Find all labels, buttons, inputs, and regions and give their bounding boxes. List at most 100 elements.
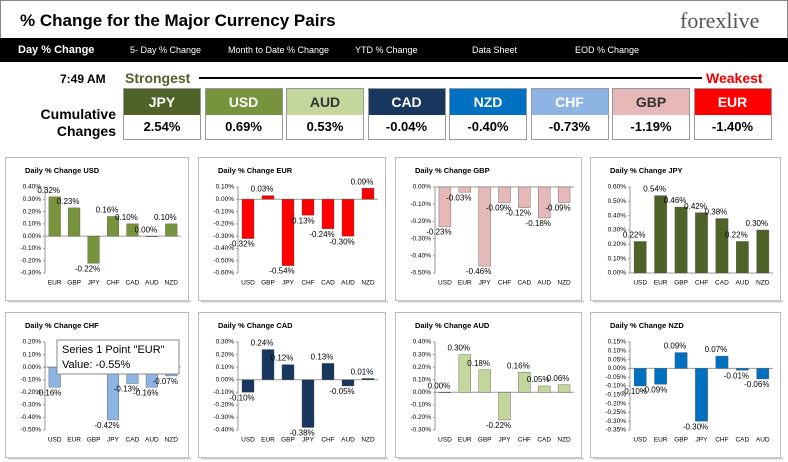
x-tick-label: NZD: [361, 437, 375, 444]
y-tick-label: -0.35%: [605, 427, 626, 434]
x-tick-label: EUR: [654, 437, 668, 444]
y-tick-label: 0.00%: [413, 389, 432, 396]
bar: [145, 235, 158, 237]
nav-tab[interactable]: 5- Day % Change: [130, 45, 202, 55]
page-title: % Change for the Major Currency Pairs: [20, 11, 336, 30]
bar: [458, 186, 471, 193]
chart-frame: [5, 312, 189, 458]
x-tick-label: CAD: [126, 280, 140, 287]
value-label: -0.03%: [446, 193, 471, 202]
currency-change: -1.19%: [630, 119, 672, 134]
currency-change: 0.53%: [306, 119, 344, 134]
bar: [458, 354, 471, 393]
y-tick-label: -0.30%: [410, 235, 431, 242]
x-tick-label: CAD: [517, 280, 531, 287]
nav-tab[interactable]: EOD % Change: [575, 45, 640, 55]
nav-tab[interactable]: YTD % Change: [355, 45, 418, 55]
x-tick-label: NZD: [165, 437, 179, 444]
nav-tab[interactable]: Day % Change: [18, 44, 95, 56]
y-tick-label: 0.10%: [216, 184, 235, 191]
nav-tab[interactable]: Data Sheet: [472, 45, 518, 55]
bar: [498, 392, 511, 421]
bar: [498, 186, 511, 203]
chart-shadow: [593, 457, 783, 460]
y-tick-label: -0.40%: [213, 427, 234, 434]
y-tick-label: 0.10%: [608, 348, 627, 355]
currency-name: GBP: [613, 89, 689, 115]
value-label: 0.03%: [251, 185, 274, 194]
x-tick-label: GBP: [261, 280, 275, 287]
currency-box: GBP -1.19%: [612, 88, 690, 140]
tooltip-text: Value: -0.55%: [62, 359, 131, 371]
x-tick-label: EUR: [67, 437, 81, 444]
x-tick-label: GBP: [67, 280, 81, 287]
x-tick-label: JPY: [88, 280, 101, 287]
currency-box: JPY 2.54%: [123, 88, 201, 140]
x-tick-label: GBP: [674, 280, 688, 287]
currency-name: CAD: [368, 89, 445, 115]
bar: [756, 368, 770, 380]
bar: [301, 199, 315, 216]
weakest-label: Weakest: [706, 70, 763, 86]
chart-frame: [5, 157, 189, 301]
x-tick-label: JPY: [302, 437, 315, 444]
chart-title: Daily % Change JPY: [610, 166, 683, 175]
y-tick-label: -0.10%: [410, 402, 431, 409]
bar: [341, 379, 355, 387]
bar: [321, 363, 335, 380]
bar: [518, 186, 531, 208]
y-tick-label: 0.15%: [608, 339, 627, 346]
x-tick-label: USD: [241, 280, 255, 287]
value-label: 0.18%: [467, 359, 490, 368]
currency-change: -0.73%: [548, 119, 591, 134]
value-label: -0.09%: [642, 385, 667, 394]
y-tick-label: -0.60%: [213, 270, 234, 277]
y-tick-label: 0.30%: [216, 339, 235, 346]
y-tick-label: 0.40%: [23, 184, 42, 191]
value-label: -0.32%: [229, 240, 254, 249]
bar: [87, 235, 100, 264]
bar: [165, 223, 178, 237]
x-tick-label: JPY: [107, 437, 120, 444]
x-tick-label: GBP: [478, 437, 492, 444]
bar: [695, 368, 708, 422]
chart: Daily % Change JPY0.60%0.50%0.40%0.30%0.…: [590, 157, 783, 303]
time: 7:49 AM: [60, 72, 106, 86]
y-tick-label: 0.00%: [23, 364, 42, 371]
value-label: -0.09%: [545, 204, 570, 213]
x-tick-label: CHF: [518, 437, 531, 444]
bar: [361, 188, 375, 200]
y-tick-label: -0.30%: [213, 414, 234, 421]
value-label: -0.46%: [466, 267, 491, 276]
bar: [518, 371, 531, 393]
value-label: -0.06%: [744, 380, 769, 389]
value-label: -0.16%: [133, 388, 158, 397]
x-tick-label: AUD: [145, 437, 159, 444]
chart-title: Daily % Change AUD: [415, 321, 490, 330]
x-tick-label: CAD: [537, 437, 551, 444]
x-tick-label: CAD: [321, 280, 335, 287]
y-tick-label: 0.30%: [413, 351, 432, 358]
x-tick-label: USD: [633, 437, 647, 444]
chart: Daily % Change GBP 0.00% -0.10% -0.20% -0.30…: [395, 157, 584, 303]
x-tick-label: AUD: [145, 280, 159, 287]
logo[interactable]: forexlive: [680, 8, 760, 33]
x-tick-label: EUR: [458, 437, 472, 444]
chart: Daily % Change EUR 0.10% 0.00% -0.10% -0.20%…: [198, 157, 388, 303]
currency-box: AUD 0.53%: [286, 88, 364, 140]
value-label: 0.05%: [527, 375, 550, 384]
y-tick-label: 0.10%: [413, 376, 432, 383]
currency-box: NZD -0.40%: [449, 88, 527, 140]
bar: [736, 368, 749, 371]
y-tick-label: 0.40%: [413, 339, 432, 346]
x-tick-label: CHF: [321, 437, 334, 444]
y-tick-label: -0.20%: [213, 402, 234, 409]
x-tick-label: USD: [241, 437, 255, 444]
bar: [756, 229, 770, 274]
y-tick-label: 0.00%: [608, 270, 627, 277]
nav-tab[interactable]: Month to Date % Change: [228, 45, 330, 55]
bar: [695, 212, 708, 274]
y-tick-label: 0.30%: [23, 196, 42, 203]
value-label: -0.09%: [486, 204, 511, 213]
bar: [538, 186, 551, 219]
